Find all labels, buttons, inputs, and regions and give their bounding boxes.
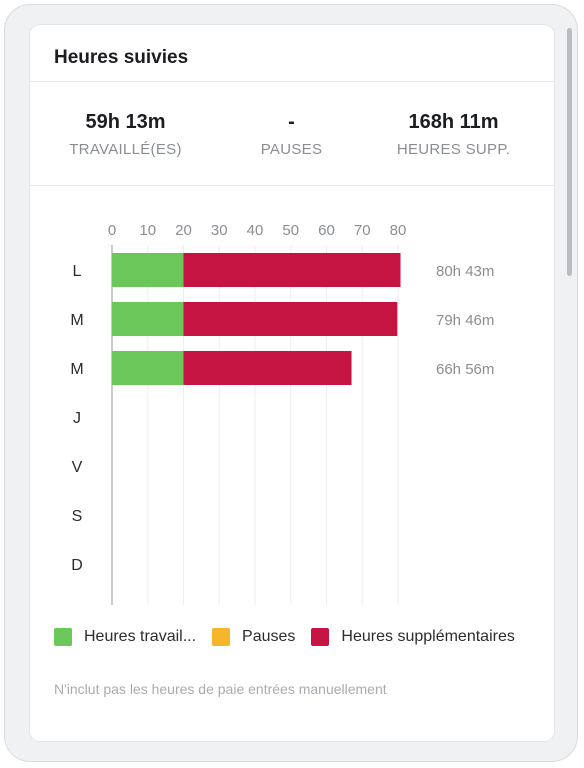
bar-segment-2 bbox=[183, 302, 398, 336]
legend-label-breaks: Pauses bbox=[242, 628, 296, 645]
legend-swatch-worked bbox=[54, 628, 72, 646]
stat-overtime-value: 168h 11m bbox=[408, 111, 499, 133]
legend-swatch-overtime bbox=[311, 628, 330, 646]
stat-breaks-value: - bbox=[288, 111, 295, 133]
y-category-label: D bbox=[71, 557, 83, 574]
stat-breaks-label: PAUSES bbox=[260, 141, 323, 158]
legend-label-overtime: Heures supplémentaires bbox=[341, 628, 515, 645]
tracked-hours-card: Heures suivies 59h 13m TRAVAILLÉ(ES) - P… bbox=[30, 25, 554, 741]
legend-label-worked: Heures travail... bbox=[84, 628, 197, 645]
legend-item-worked: Heures travail... bbox=[54, 628, 196, 646]
chart-legend: Heures travail... Pauses Heures suppléme… bbox=[54, 628, 531, 646]
stat-worked-label: TRAVAILLÉ(ES) bbox=[69, 141, 182, 158]
y-category-label: M bbox=[70, 312, 83, 329]
x-tick-label: 10 bbox=[139, 222, 156, 239]
legend-swatch-breaks bbox=[212, 628, 231, 646]
y-category-label: S bbox=[72, 508, 83, 525]
y-category-label: L bbox=[73, 263, 82, 280]
x-tick-label: 60 bbox=[318, 222, 335, 239]
card-title: Heures suivies bbox=[54, 47, 189, 68]
x-tick-label: 30 bbox=[211, 222, 228, 239]
x-tick-label: 50 bbox=[282, 222, 299, 239]
x-tick-label: 20 bbox=[175, 222, 192, 239]
footnote: N'inclut pas les heures de paie entrées … bbox=[54, 681, 387, 697]
bar-segment-2 bbox=[183, 351, 352, 385]
bar-segment-0 bbox=[112, 351, 184, 385]
stat-breaks: - PAUSES bbox=[204, 111, 379, 158]
x-tick-label: 80 bbox=[390, 222, 407, 239]
bar-total-label: 79h 46m bbox=[436, 312, 494, 329]
header-divider bbox=[30, 81, 554, 82]
y-category-label: M bbox=[70, 361, 83, 378]
bar-segment-0 bbox=[112, 302, 184, 336]
stat-worked: 59h 13m TRAVAILLÉ(ES) bbox=[38, 111, 213, 158]
stat-overtime: 168h 11m HEURES SUPP. bbox=[366, 111, 541, 158]
y-category-label: V bbox=[72, 459, 83, 476]
bar-total-label: 80h 43m bbox=[436, 263, 494, 280]
stat-overtime-label: HEURES SUPP. bbox=[396, 141, 511, 158]
scrollbar[interactable] bbox=[567, 28, 572, 276]
stats-divider bbox=[30, 185, 554, 186]
bar-total-label: 66h 56m bbox=[436, 361, 494, 378]
bar-segment-0 bbox=[112, 253, 184, 287]
y-category-label: J bbox=[73, 410, 81, 427]
bar-segment-2 bbox=[183, 253, 401, 287]
x-tick-label: 0 bbox=[108, 222, 116, 239]
legend-item-breaks: Pauses bbox=[212, 628, 295, 646]
stat-worked-value: 59h 13m bbox=[85, 111, 166, 133]
legend-item-overtime: Heures supplémentaires bbox=[311, 628, 515, 646]
x-tick-label: 40 bbox=[247, 222, 264, 239]
x-tick-label: 70 bbox=[354, 222, 371, 239]
hours-bar-chart: 0 10 20 30 40 50 60 70 80 L 80h 43m M 79h 46m M 66h 56… bbox=[70, 222, 494, 605]
